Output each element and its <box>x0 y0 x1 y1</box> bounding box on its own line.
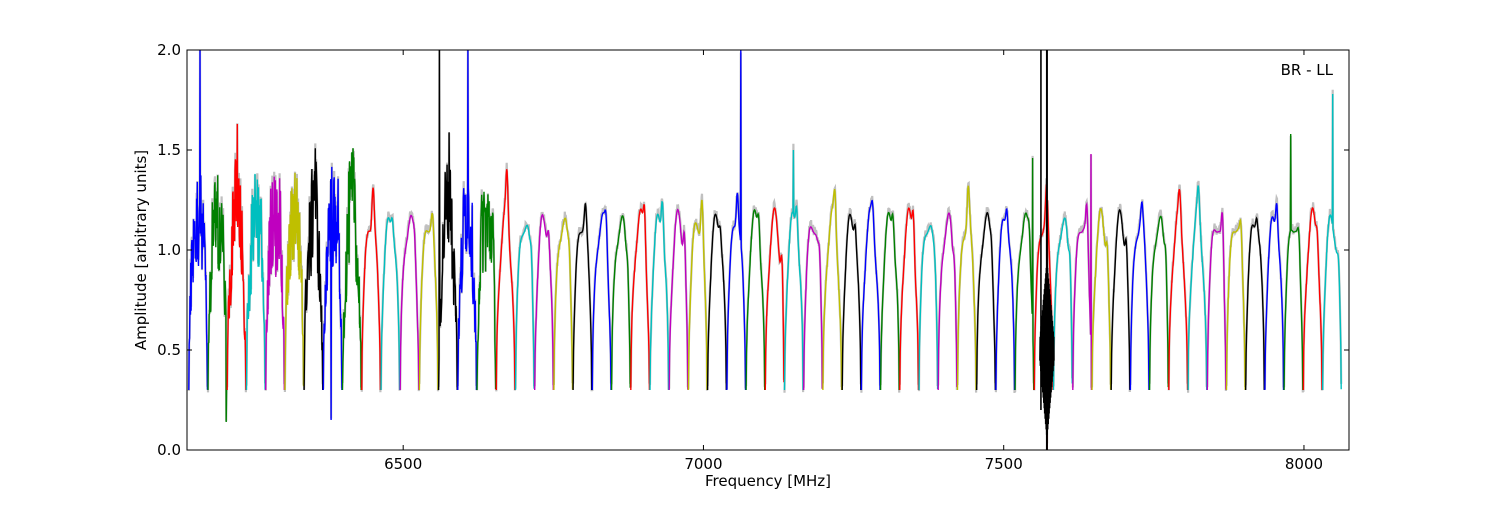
subband-line <box>207 175 228 423</box>
subband-line <box>1110 208 1131 391</box>
subband-line <box>534 213 554 391</box>
x-tick-label: 8000 <box>1285 455 1323 473</box>
subband-line <box>668 208 689 391</box>
subband-line <box>918 224 939 391</box>
subband-line <box>803 226 823 391</box>
subband-line <box>783 149 804 391</box>
subband-line <box>1321 93 1342 391</box>
subband-line <box>687 199 708 391</box>
subband-line <box>418 212 439 391</box>
x-axis-label: Frequency [MHz] <box>705 472 831 490</box>
subband-line <box>591 209 612 391</box>
subband-line <box>476 191 497 391</box>
subband-line <box>899 207 920 391</box>
subband-line <box>1264 203 1285 391</box>
subband-line <box>649 200 670 391</box>
subband-line <box>1014 157 1035 391</box>
subband-line <box>284 172 305 391</box>
subband-line <box>303 148 324 391</box>
subband-line <box>995 207 1016 391</box>
subband-line <box>841 213 862 391</box>
subband-line <box>1302 206 1323 391</box>
subband-line <box>956 185 977 391</box>
y-tick-label: 2.0 <box>157 41 181 59</box>
subband-line <box>1225 218 1246 391</box>
subband-line <box>495 169 516 391</box>
subband-line <box>726 50 747 391</box>
subband-line <box>822 188 843 391</box>
y-axis-label: Amplitude [arbitrary units] <box>132 150 150 350</box>
x-tick-label: 7500 <box>985 455 1023 473</box>
y-tick-label: 1.0 <box>157 241 181 259</box>
subband-line <box>361 187 382 391</box>
subband-line <box>399 214 420 391</box>
subband-line <box>553 217 574 391</box>
subband-line <box>976 211 996 391</box>
subband-line <box>764 207 785 391</box>
subband-line <box>1091 207 1112 391</box>
subband-line <box>1206 212 1227 391</box>
subband-line <box>245 173 266 391</box>
subband-line <box>226 123 247 391</box>
subband-line <box>1072 153 1093 391</box>
subband-line <box>1052 217 1073 391</box>
subband-line <box>457 50 478 391</box>
subband-line <box>745 208 766 391</box>
subband-line <box>860 199 881 391</box>
subband-line <box>1148 215 1169 391</box>
subband-line <box>1245 216 1265 391</box>
subband-line <box>1168 189 1189 391</box>
subband-line <box>322 166 343 421</box>
subband-line <box>706 213 727 391</box>
subband-line <box>1129 200 1150 391</box>
subband-line <box>1033 183 1054 450</box>
annotation-label: BR - LL <box>1281 61 1334 79</box>
x-tick-label: 6500 <box>384 455 422 473</box>
subband-line <box>437 50 458 391</box>
y-tick-label: 0.5 <box>157 341 181 359</box>
subband-line <box>630 204 651 391</box>
subband-line <box>341 148 362 391</box>
subband-line <box>937 212 958 391</box>
y-tick-label: 0.0 <box>157 441 181 459</box>
subband-line <box>572 202 593 391</box>
subband-series-layer <box>188 50 1342 450</box>
subband-line <box>610 215 631 391</box>
subband-line <box>265 176 285 391</box>
subband-line <box>1187 185 1208 391</box>
subband-line <box>1283 133 1304 391</box>
x-tick-label: 7000 <box>684 455 722 473</box>
subband-line <box>514 224 535 391</box>
subband-line <box>879 211 900 391</box>
y-tick-label: 1.5 <box>157 141 181 159</box>
subband-line <box>380 216 401 391</box>
axis-ticks: 6500 7000 7500 8000 0.0 0.5 1.0 1.5 2.0 <box>157 41 1349 473</box>
subband-line <box>188 50 209 391</box>
